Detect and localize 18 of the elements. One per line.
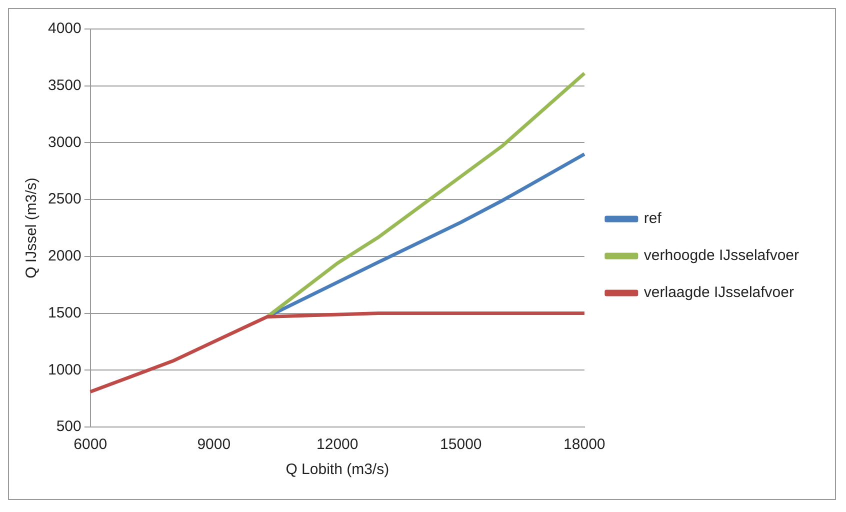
y-tick-label: 3500	[48, 77, 82, 94]
x-tick-label: 9000	[197, 436, 231, 454]
y-tick-label: 4000	[48, 20, 82, 38]
legend-label: ref	[644, 210, 662, 228]
y-tick-label: 1000	[48, 361, 82, 378]
y-axis-title: Q IJssel (m3/s)	[23, 178, 40, 278]
x-tick-label: 18000	[564, 436, 606, 454]
y-tick-label: 2500	[48, 190, 82, 208]
y-tick-label: 2000	[48, 248, 82, 265]
legend-label: verlaagde IJsselafvoer	[644, 284, 794, 302]
y-tick-label: 500	[56, 418, 82, 436]
y-tick-label: 1500	[48, 304, 82, 322]
y-tick-label: 3000	[48, 134, 82, 151]
x-axis-title: Q Lobith (m3/s)	[286, 461, 390, 478]
x-tick-label: 15000	[440, 436, 482, 454]
x-tick-label: 6000	[74, 436, 108, 454]
legend-label: verhoogde IJsselafvoer	[644, 247, 800, 264]
x-tick-label: 12000	[316, 436, 358, 454]
